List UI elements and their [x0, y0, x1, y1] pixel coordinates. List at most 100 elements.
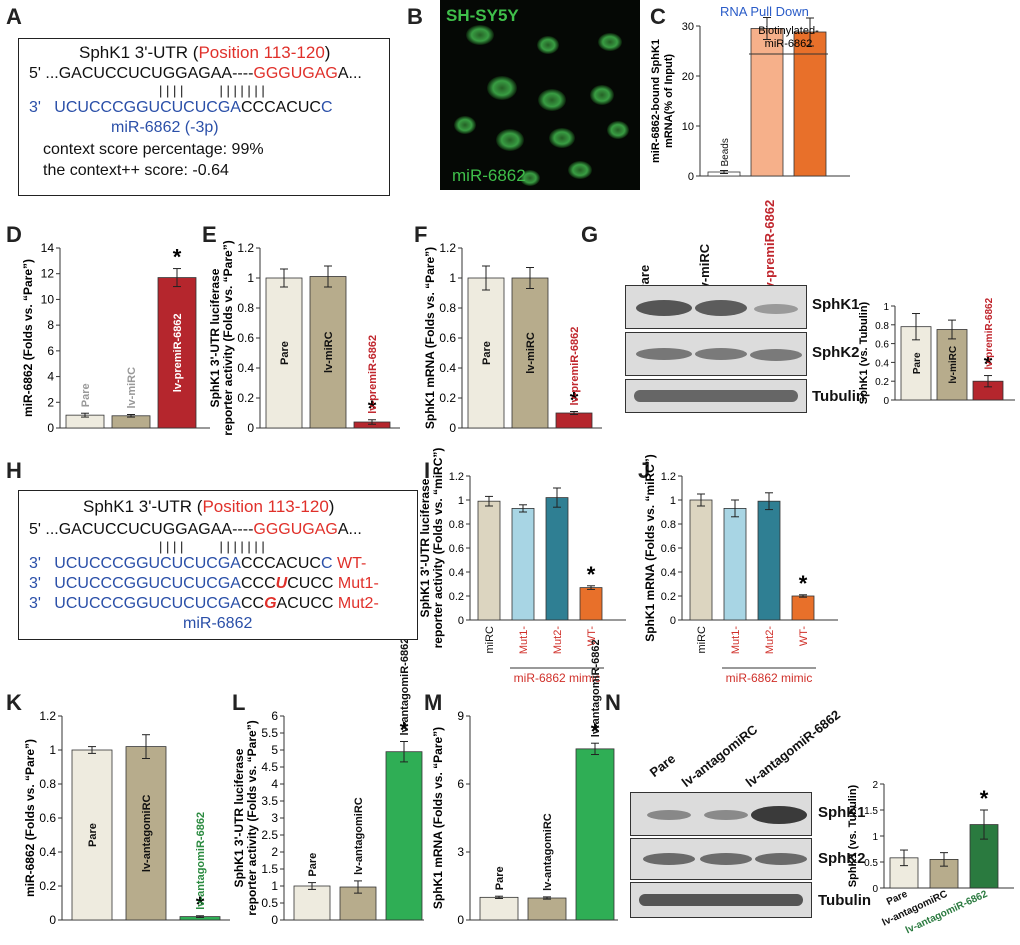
category-label: Beads	[720, 138, 731, 166]
y-tick-label: 0.2	[439, 391, 456, 405]
significance-star: *	[400, 718, 409, 743]
bar-label: lv-premiR-6862	[984, 297, 995, 369]
y-tick-label: 0.8	[449, 519, 464, 531]
y-tick-label: 0.5	[864, 858, 878, 869]
y-axis-label: SphK1 mRNA (Folds vs. “Pare”)	[431, 727, 445, 909]
y-tick-label: 1.2	[237, 241, 254, 255]
panel-letter-c: C	[650, 4, 666, 29]
bar-label: Pare	[87, 823, 99, 847]
seq-score-1: context score percentage: 99%	[43, 141, 264, 158]
bar-label: lv-miRC	[323, 331, 335, 373]
bar-label: Pare	[307, 853, 319, 877]
y-tick-label: 3.5	[261, 794, 278, 808]
bar	[527, 897, 567, 921]
bar-label: Pare	[494, 866, 506, 890]
blot-row-tubulin: Tubulin	[812, 388, 866, 405]
y-tick-label: 0.2	[237, 391, 254, 405]
y-tick-label: 0.6	[39, 811, 56, 825]
y-axis-label: SphK1 mRNA (Folds vs. “Pare”)	[423, 247, 437, 429]
y-tick-label: 3	[271, 811, 278, 825]
y-tick-label: 2	[872, 780, 878, 791]
y-tick-label: 4	[271, 777, 278, 791]
y-tick-label: 0.4	[439, 361, 456, 375]
cell-image	[440, 0, 640, 190]
y-tick-label: 0.8	[875, 321, 889, 332]
y-tick-label: 1	[49, 743, 56, 757]
y-tick-label: 0.6	[439, 331, 456, 345]
blot-tubulin	[630, 882, 812, 918]
y-tick-label: 0	[670, 615, 676, 627]
chart-j: 0 0.2 0.4 0.6 0.8 1 1.2 SphK1 mRNA (Folds vs. “…	[643, 454, 838, 685]
panel-letter-a: A	[6, 4, 22, 29]
significance-star: *	[591, 719, 600, 744]
fluorescence-micrograph: SH-SY5Y miR-6862	[440, 0, 640, 190]
category-label: WT-	[586, 626, 598, 646]
panel-letter-m: M	[424, 690, 443, 715]
bar-label: Pare	[481, 341, 493, 365]
chart-i: 0 0.2 0.4 0.6 0.8 1 1.2 SphK1 3'-UTR luciferase…	[418, 448, 626, 685]
seq-utr-line: 5' ...GACUCCUCUGGAGAA----GGGUGAGA...	[29, 521, 362, 538]
significance-star: *	[799, 571, 808, 596]
bar-label: lv-premiR-6862	[172, 313, 184, 392]
y-tick-label: 1.2	[39, 709, 56, 723]
y-tick-label: 0	[247, 421, 254, 435]
panel-letter-j: J	[638, 458, 651, 483]
bar	[511, 508, 535, 621]
y-tick-label: 0.4	[449, 567, 464, 579]
y-tick-label: 0.8	[39, 777, 56, 791]
y-tick-label: 0	[872, 884, 878, 895]
bar	[757, 500, 781, 621]
significance-star: *	[570, 388, 579, 413]
y-tick-label: 0.6	[875, 340, 889, 351]
significance-star: *	[368, 396, 377, 421]
chart-m: 0 3 6 9 SphK1 mRNA (Folds vs. “Pare”) Pare lv-…	[431, 639, 618, 927]
y-tick-label: 1	[271, 879, 278, 893]
bar	[723, 508, 747, 621]
y-tick-label: 1	[449, 271, 456, 285]
bar	[125, 746, 167, 921]
y-tick-label: 5	[271, 743, 278, 757]
y-tick-label: 0.6	[661, 543, 676, 555]
y-tick-label: 0.6	[449, 543, 464, 555]
y-axis-label: reporter activity (Folds vs. “Pare”)	[245, 720, 259, 915]
bar-label: lv-antagomiR-6862	[590, 639, 602, 737]
y-tick-label: 0.4	[875, 358, 889, 369]
y-tick-label: 0.2	[449, 591, 464, 603]
blot-row-sphk2: SphK2	[818, 850, 866, 867]
y-tick-label: 1	[872, 832, 878, 843]
panel-letter-b: B	[407, 4, 423, 29]
y-tick-label: 12	[41, 267, 55, 281]
y-tick-label: 0.4	[237, 361, 254, 375]
bar	[309, 276, 347, 429]
chart-l: 0 0.5 1 1.5 2 2.5 3 3.5 4 4.5 5 5.5 6 SphK1 3'-UTR lu…	[232, 638, 424, 927]
y-axis-label: reporter activity (Folds vs. “Pare”)	[221, 240, 235, 435]
blot-tubulin	[625, 379, 807, 413]
bar	[511, 277, 549, 429]
panel-letter-l: L	[232, 690, 246, 715]
blot-row-sphk1: SphK1	[818, 804, 866, 821]
y-axis-label: miR-6862-bound SphK1	[650, 39, 662, 163]
y-tick-label: 0.8	[661, 519, 676, 531]
panel-letter-e: E	[202, 222, 217, 247]
y-axis-label: SphK1 3'-UTR luciferase	[232, 748, 246, 887]
category-label: WT-	[798, 626, 810, 646]
y-axis-label: SphK1 3'-UTR luciferase	[418, 478, 432, 617]
panel-letter-f: F	[414, 222, 428, 247]
y-tick-label: 10	[682, 121, 694, 133]
chart-title: RNA Pull Down	[720, 4, 809, 19]
y-axis-label: reporter activity (Folds vs. “miRC”)	[431, 448, 445, 649]
y-tick-label: 2	[47, 395, 54, 409]
y-tick-label: 0	[883, 396, 889, 407]
y-tick-label: 0.6	[237, 331, 254, 345]
seq-mut2-row: 3' UCUCCCGGUCUCUCGACCGACUCC Mut2-	[29, 595, 379, 612]
seq-utr-line: 5' ...GACUCCUCUGGAGAA----GGGUGAGA...	[29, 65, 362, 82]
y-tick-label: 0	[47, 421, 54, 435]
seq-mirna-line: 3' UCUCCCGGUCUCUCGACCCACUCC	[29, 99, 333, 116]
blot-row-sphk1: SphK1	[812, 296, 860, 313]
seq-pairing-bars: | | | | | | | | | | |	[159, 83, 265, 98]
bar	[689, 499, 713, 621]
panel-letter-i: I	[424, 458, 431, 483]
y-tick-label: 1	[670, 495, 676, 507]
bar	[793, 31, 827, 177]
